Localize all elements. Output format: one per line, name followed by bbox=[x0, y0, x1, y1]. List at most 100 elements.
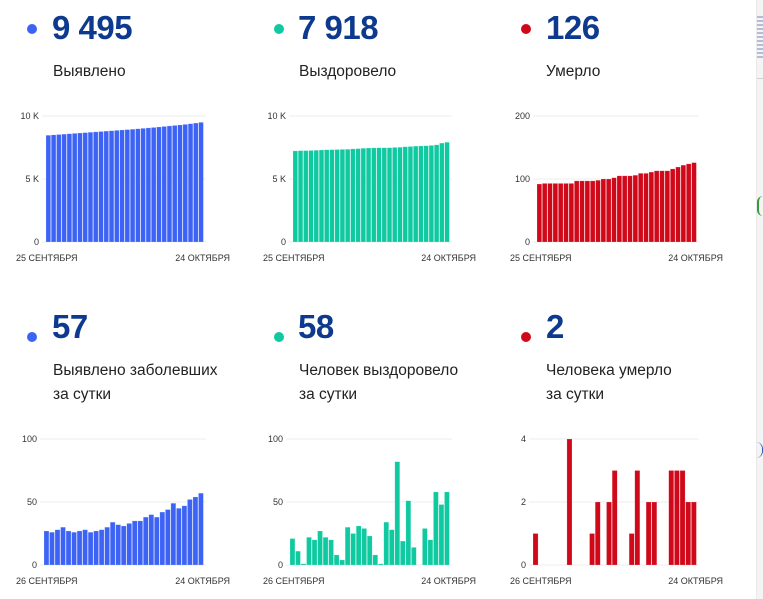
bar bbox=[566, 438, 573, 566]
x-start-label: 25 СЕНТЯБРЯ bbox=[263, 253, 325, 263]
bar bbox=[61, 133, 67, 243]
bar bbox=[313, 150, 319, 243]
bar bbox=[114, 130, 120, 243]
bar bbox=[45, 135, 51, 243]
bar bbox=[407, 146, 414, 243]
bar bbox=[82, 529, 88, 566]
y-tick-label: 0 bbox=[281, 237, 286, 247]
bar bbox=[350, 148, 356, 243]
bar bbox=[378, 563, 384, 566]
bar bbox=[616, 175, 622, 243]
bar bbox=[176, 508, 182, 566]
bar bbox=[322, 537, 329, 566]
y-tick-label: 10 K bbox=[267, 111, 286, 121]
bar bbox=[109, 521, 116, 566]
chart-deaths-daily: 0 2 4 26 СЕНТЯБРЯ 24 ОКТЯБРЯ bbox=[510, 434, 723, 586]
bar bbox=[675, 166, 681, 243]
bar bbox=[405, 500, 412, 566]
chart-confirmed-total: 0 5 K 10 K 25 СЕНТЯБРЯ 24 ОКТЯБРЯ bbox=[16, 111, 230, 263]
x-end-label: 24 ОКТЯБРЯ bbox=[175, 253, 230, 263]
bar bbox=[333, 554, 340, 566]
bar bbox=[324, 149, 330, 243]
bar bbox=[132, 520, 138, 566]
headline-number: 58 bbox=[298, 308, 334, 345]
bar bbox=[668, 470, 675, 566]
bar bbox=[140, 128, 146, 243]
bar bbox=[383, 521, 389, 566]
bar bbox=[66, 133, 72, 243]
y-tick-label: 0 bbox=[32, 560, 37, 570]
bar bbox=[366, 147, 372, 243]
bar bbox=[691, 501, 697, 566]
bar bbox=[536, 183, 542, 243]
bar bbox=[334, 149, 340, 243]
bar bbox=[411, 547, 417, 566]
bar bbox=[381, 147, 387, 243]
legend-dot-icon bbox=[27, 332, 37, 342]
bar bbox=[339, 559, 345, 566]
bar bbox=[659, 170, 665, 243]
caption-line: за сутки bbox=[546, 386, 605, 403]
bar bbox=[439, 142, 445, 243]
bar bbox=[126, 523, 132, 566]
bar bbox=[177, 124, 183, 243]
bar bbox=[77, 132, 83, 243]
bar bbox=[394, 461, 401, 566]
bar bbox=[292, 150, 298, 243]
chart-recovered-daily: 0 50 100 26 СЕНТЯБРЯ 24 ОКТЯБРЯ bbox=[263, 434, 476, 586]
bar bbox=[589, 533, 595, 566]
bar bbox=[172, 125, 178, 243]
bar bbox=[366, 535, 373, 566]
bar bbox=[427, 539, 434, 566]
bar bbox=[547, 183, 553, 243]
bar bbox=[563, 183, 569, 243]
bar bbox=[679, 470, 686, 566]
y-tick-label: 100 bbox=[22, 434, 37, 444]
bar bbox=[318, 149, 325, 243]
bar bbox=[376, 147, 382, 243]
bar bbox=[600, 178, 606, 243]
bar bbox=[371, 147, 377, 243]
bar bbox=[691, 162, 697, 243]
bar bbox=[344, 526, 351, 566]
bar bbox=[329, 149, 335, 243]
bar bbox=[72, 133, 78, 243]
bar bbox=[187, 123, 194, 243]
bar bbox=[595, 180, 601, 243]
bar bbox=[361, 528, 367, 566]
bar bbox=[552, 183, 558, 243]
divider bbox=[757, 78, 763, 79]
bar bbox=[65, 530, 72, 566]
caption-line: Выздоровело bbox=[299, 63, 397, 80]
x-end-label: 24 ОКТЯБРЯ bbox=[668, 253, 723, 263]
bar bbox=[606, 178, 612, 243]
legend-dot-icon bbox=[27, 24, 37, 34]
bar bbox=[651, 501, 658, 566]
bar bbox=[51, 134, 57, 243]
y-tick-label: 100 bbox=[268, 434, 283, 444]
bar bbox=[355, 525, 362, 566]
bar bbox=[444, 491, 450, 566]
legend-dot-icon bbox=[521, 332, 531, 342]
headline-number: 57 bbox=[52, 308, 88, 345]
bar bbox=[187, 499, 193, 566]
x-end-label: 24 ОКТЯБРЯ bbox=[421, 253, 476, 263]
bar bbox=[317, 530, 323, 566]
caption-line: за сутки bbox=[53, 386, 112, 403]
bar bbox=[670, 168, 676, 243]
bar bbox=[161, 126, 167, 243]
y-tick-label: 50 bbox=[273, 497, 283, 507]
bar bbox=[297, 150, 304, 243]
bar bbox=[418, 145, 424, 243]
bar bbox=[54, 529, 61, 566]
headline-number: 9 495 bbox=[52, 9, 133, 46]
x-end-label: 24 ОКТЯБРЯ bbox=[421, 576, 476, 586]
bar bbox=[303, 150, 309, 243]
bar bbox=[71, 531, 77, 566]
bar bbox=[579, 180, 585, 243]
bar bbox=[686, 163, 692, 243]
y-tick-label: 5 K bbox=[272, 174, 286, 184]
bar bbox=[308, 150, 314, 243]
bar bbox=[289, 538, 296, 566]
bar bbox=[360, 148, 366, 243]
